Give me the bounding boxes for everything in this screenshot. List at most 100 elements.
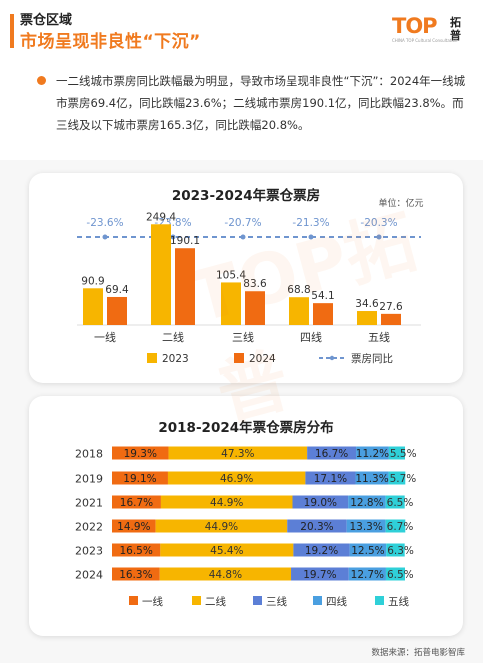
segment-label: 6.5%	[387, 569, 414, 581]
bar-2024	[381, 313, 401, 325]
yoy-point	[170, 234, 176, 240]
segment-label: 17.1%	[314, 473, 347, 485]
yoy-label: -20.3%	[360, 217, 397, 229]
legend-label: 三线	[266, 595, 287, 608]
legend-label: 四线	[326, 595, 347, 608]
legend-swatch	[147, 353, 157, 363]
stack-segment-五线	[385, 495, 405, 509]
chart2-title: 2018-2024年票仓票房分布	[158, 420, 334, 436]
segment-label: 46.9%	[220, 473, 253, 485]
stack-segment-一线	[112, 519, 156, 533]
yoy-point	[102, 234, 108, 240]
segment-label: 19.2%	[305, 545, 338, 557]
stack-segment-四线	[349, 543, 387, 557]
y-tick-label: 2024	[75, 569, 103, 582]
segment-label: 6.7%	[387, 521, 414, 533]
bar-2024	[313, 303, 333, 325]
bullet-icon	[37, 76, 46, 85]
unit-label: 单位：亿元	[378, 197, 423, 209]
stack-segment-一线	[112, 543, 161, 557]
stack-segment-四线	[355, 471, 389, 485]
legend-swatch	[375, 596, 384, 605]
stack-segment-五线	[385, 519, 406, 533]
data-source: 数据来源：拓普电影智库	[371, 648, 465, 658]
logo-subtitle: CHINA TOP Cultural Consultation	[392, 38, 458, 43]
yoy-point	[240, 234, 246, 240]
stack-segment-一线	[112, 495, 161, 509]
segment-label: 14.9%	[117, 521, 150, 533]
bar-value-label: 90.9	[81, 275, 104, 287]
legend-swatch	[192, 596, 201, 605]
bar-value-label: 105.4	[216, 269, 246, 281]
yoy-label: -20.7%	[224, 217, 261, 229]
stack-segment-三线	[287, 519, 347, 533]
stack-segment-五线	[388, 471, 406, 485]
segment-label: 16.5%	[119, 545, 152, 557]
stack-segment-三线	[307, 446, 357, 460]
top-logo: TOP 拓普 CHINA TOP Cultural Consultation	[392, 14, 474, 48]
x-tick-label: 四线	[300, 330, 322, 344]
legend-point	[329, 355, 335, 361]
x-tick-label: 三线	[232, 330, 254, 344]
stack-segment-二线	[159, 567, 292, 581]
stack-segment-二线	[160, 495, 293, 509]
legend-swatch	[234, 353, 244, 363]
legend-label: 五线	[388, 595, 409, 608]
segment-label: 13.3%	[349, 521, 382, 533]
stack-segment-二线	[160, 543, 294, 557]
stack-segment-一线	[112, 471, 168, 485]
bar-value-label: 69.4	[105, 284, 129, 296]
bar-value-label: 54.1	[311, 290, 334, 302]
stack-segment-二线	[168, 446, 308, 460]
segment-label: 44.9%	[205, 521, 238, 533]
legend-label: 票房同比	[351, 352, 393, 365]
header: 票仓区域 市场呈现非良性“下沉” TOP 拓普 CHINA TOP Cultur…	[0, 0, 483, 60]
x-tick-label: 一线	[94, 330, 116, 344]
legend-swatch	[313, 596, 322, 605]
chart-card-city-tiers: 2023-2024年票仓票房 单位：亿元 -23.6% -23.8% -20.7% -2…	[29, 173, 463, 383]
stack-segment-五线	[388, 446, 405, 460]
segment-label: 16.7%	[315, 448, 348, 460]
bar-2023	[151, 224, 171, 325]
logo-chinese: 拓普	[450, 16, 461, 42]
legend-label: 2024	[249, 353, 276, 365]
legend-label: 2023	[162, 353, 189, 365]
segment-label: 12.7%	[351, 569, 384, 581]
bar-2024	[107, 296, 127, 325]
segment-label: 16.3%	[119, 569, 152, 581]
segment-label: 44.8%	[209, 569, 242, 581]
segment-label: 47.3%	[221, 448, 254, 460]
stack-segment-五线	[386, 543, 405, 557]
segment-label: 5.7%	[390, 473, 417, 485]
x-tick-label: 二线	[162, 330, 184, 344]
segment-label: 12.5%	[351, 545, 384, 557]
chart-card-distribution: 2018-2024年票仓票房分布 2018 19.3% 47.3% 16.7% 11.2…	[29, 396, 463, 636]
legend-swatch	[129, 596, 138, 605]
segment-label: 19.3%	[124, 448, 157, 460]
segment-label: 11.2%	[356, 448, 389, 460]
y-tick-label: 2019	[75, 473, 103, 486]
page-title: 市场呈现非良性“下沉”	[20, 32, 201, 52]
stack-segment-四线	[356, 446, 389, 460]
yoy-label: -23.6%	[86, 217, 123, 229]
chart2-svg: 2018 19.3% 47.3% 16.7% 11.2% 5.5% 2019 19.1% 46.…	[75, 446, 417, 608]
y-tick-label: 2023	[75, 545, 103, 558]
segment-label: 5.5%	[390, 448, 417, 460]
segment-label: 19.1%	[123, 473, 156, 485]
yoy-point	[308, 234, 314, 240]
bar-value-label: 27.6	[379, 301, 403, 313]
segment-label: 11.3%	[355, 473, 388, 485]
yoy-label: -21.3%	[292, 217, 329, 229]
stack-segment-二线	[155, 519, 288, 533]
summary-section: 一二线城市票房同比跌幅最为明显，导致市场呈现非良性“下沉”：2024年一线城市票…	[0, 60, 483, 160]
y-tick-label: 2021	[75, 497, 103, 510]
legend-label: 一线	[142, 595, 163, 608]
bar-value-label: 249.4	[146, 211, 176, 223]
segment-label: 6.3%	[387, 545, 414, 557]
stack-segment-三线	[305, 471, 356, 485]
segment-label: 6.5%	[387, 497, 414, 509]
bar-2024	[175, 248, 195, 325]
legend-label: 二线	[205, 595, 226, 608]
yoy-point	[376, 234, 382, 240]
bar-2023	[357, 311, 377, 325]
